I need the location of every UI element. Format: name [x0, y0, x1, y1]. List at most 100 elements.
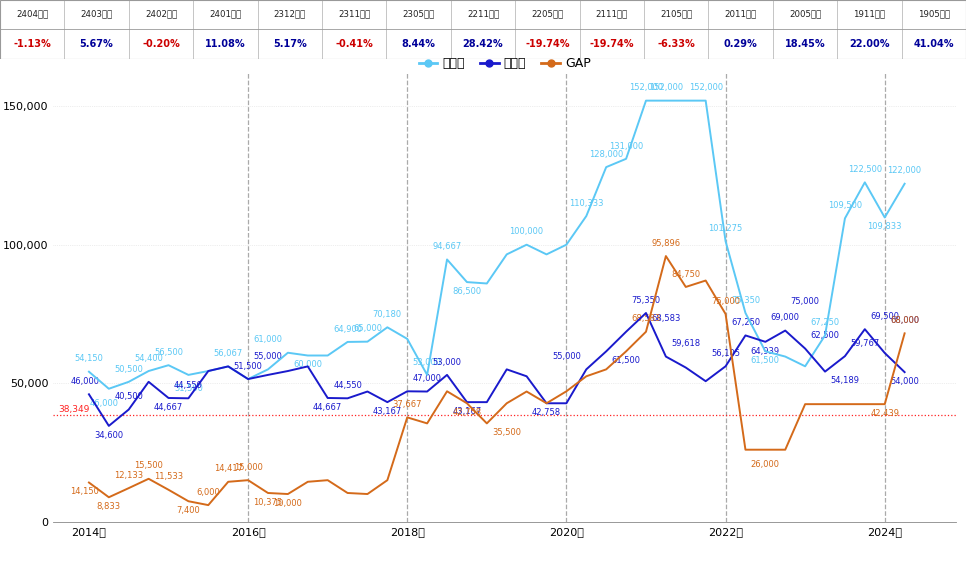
Text: 110,333: 110,333	[569, 199, 604, 208]
Text: 50,500: 50,500	[114, 365, 143, 374]
Text: 10,000: 10,000	[273, 499, 302, 508]
Text: 122,000: 122,000	[888, 167, 922, 176]
Text: 11.08%: 11.08%	[205, 39, 245, 49]
Text: 12,133: 12,133	[114, 471, 143, 480]
Text: 100,000: 100,000	[509, 227, 544, 236]
Text: 1905대비: 1905대비	[918, 10, 950, 19]
Text: 42,758: 42,758	[452, 408, 481, 417]
Text: 5.17%: 5.17%	[273, 39, 306, 49]
Text: 70,180: 70,180	[373, 310, 402, 319]
Text: 64,900: 64,900	[333, 325, 362, 334]
Text: 6,000: 6,000	[196, 488, 220, 497]
Text: 59,767: 59,767	[850, 339, 879, 348]
Text: 44,550: 44,550	[174, 381, 203, 390]
Text: 51,500: 51,500	[174, 384, 203, 393]
Text: 46,000: 46,000	[90, 399, 119, 408]
Text: 5.67%: 5.67%	[80, 39, 113, 49]
Text: 131,000: 131,000	[609, 141, 643, 150]
Text: 56,105: 56,105	[711, 349, 740, 358]
Text: 42,758: 42,758	[532, 408, 561, 417]
Text: 2401대비: 2401대비	[210, 10, 242, 19]
Text: 61,500: 61,500	[611, 356, 640, 365]
Text: 2005대비: 2005대비	[789, 10, 821, 19]
Text: 68,000: 68,000	[890, 316, 920, 325]
Text: 7,400: 7,400	[177, 506, 200, 515]
Text: 54,400: 54,400	[134, 354, 163, 363]
Text: 75,000: 75,000	[790, 297, 819, 306]
Text: 61,000: 61,000	[253, 335, 282, 344]
Text: 56,500: 56,500	[154, 348, 183, 357]
Text: 68,000: 68,000	[890, 316, 920, 325]
Text: 75,000: 75,000	[711, 297, 740, 306]
Text: 44,667: 44,667	[154, 403, 184, 412]
Text: 152,000: 152,000	[629, 84, 663, 93]
Text: -1.13%: -1.13%	[14, 39, 51, 49]
Text: 15,500: 15,500	[134, 462, 163, 471]
Text: 41.04%: 41.04%	[914, 39, 954, 49]
Text: 2312대비: 2312대비	[273, 10, 306, 19]
Text: 2305대비: 2305대비	[403, 10, 435, 19]
Text: 101,275: 101,275	[708, 224, 743, 233]
Text: 67,250: 67,250	[731, 318, 760, 327]
Text: 38,349: 38,349	[59, 405, 90, 414]
Text: 43,167: 43,167	[373, 407, 402, 416]
Text: 95,896: 95,896	[651, 239, 680, 248]
Text: -6.33%: -6.33%	[657, 39, 696, 49]
Text: -0.41%: -0.41%	[335, 39, 373, 49]
Text: 86,500: 86,500	[452, 287, 481, 296]
Text: 35,500: 35,500	[493, 428, 522, 437]
Text: 46,000: 46,000	[71, 377, 99, 386]
Text: 68,583: 68,583	[651, 314, 681, 324]
Text: 54,000: 54,000	[891, 377, 919, 386]
Text: 2211대비: 2211대비	[467, 10, 499, 19]
Text: 55,000: 55,000	[253, 352, 282, 361]
Text: 10,375: 10,375	[253, 498, 282, 507]
Text: 51,500: 51,500	[234, 362, 263, 371]
Text: 44,667: 44,667	[313, 403, 342, 412]
Text: 2404대비: 2404대비	[16, 10, 48, 19]
FancyBboxPatch shape	[0, 0, 966, 59]
Text: 42,439: 42,439	[870, 409, 899, 418]
Text: 43,167: 43,167	[452, 407, 482, 416]
Text: 44,550: 44,550	[333, 381, 362, 390]
Text: 14,150: 14,150	[71, 488, 99, 496]
Text: 0.29%: 0.29%	[724, 39, 757, 49]
Text: 61,500: 61,500	[751, 356, 780, 365]
Text: 94,667: 94,667	[433, 242, 462, 251]
Text: 8.44%: 8.44%	[402, 39, 436, 49]
Text: 54,189: 54,189	[831, 376, 860, 385]
Text: 2205대비: 2205대비	[531, 10, 563, 19]
Text: 55,000: 55,000	[552, 352, 581, 361]
Text: 59,618: 59,618	[671, 339, 700, 348]
Text: 34,600: 34,600	[95, 431, 124, 440]
Text: 40,500: 40,500	[114, 392, 143, 401]
Text: 2111대비: 2111대비	[596, 10, 628, 19]
Text: 128,000: 128,000	[589, 150, 623, 159]
Text: 22.00%: 22.00%	[849, 39, 890, 49]
Text: 14,417: 14,417	[213, 465, 242, 473]
Text: 2402대비: 2402대비	[145, 10, 177, 19]
Text: 109,500: 109,500	[828, 201, 862, 210]
Text: 69,000: 69,000	[771, 313, 800, 322]
Text: 18.45%: 18.45%	[784, 39, 825, 49]
Text: 152,000: 152,000	[649, 84, 683, 93]
Text: 75,350: 75,350	[731, 296, 760, 305]
Text: 109,833: 109,833	[867, 222, 902, 231]
Text: 84,750: 84,750	[671, 270, 700, 279]
Text: 62,500: 62,500	[810, 332, 839, 341]
Text: -19.74%: -19.74%	[526, 39, 570, 49]
Text: 67,250: 67,250	[810, 318, 839, 327]
Text: 56,067: 56,067	[213, 349, 242, 358]
Text: 26,000: 26,000	[751, 460, 780, 469]
Text: 11,533: 11,533	[154, 472, 184, 481]
Legend: 매매가, 전세가, GAP: 매매가, 전세가, GAP	[413, 52, 596, 75]
Text: 152,000: 152,000	[689, 84, 723, 93]
Text: 69,500: 69,500	[870, 312, 899, 321]
Text: 122,500: 122,500	[848, 165, 882, 174]
Text: 37,667: 37,667	[392, 400, 422, 409]
Text: 2011대비: 2011대비	[724, 10, 756, 19]
Text: 15,000: 15,000	[234, 463, 263, 472]
Text: 53,000: 53,000	[412, 357, 441, 366]
Text: 28.42%: 28.42%	[463, 39, 503, 49]
Text: 64,939: 64,939	[751, 347, 780, 356]
